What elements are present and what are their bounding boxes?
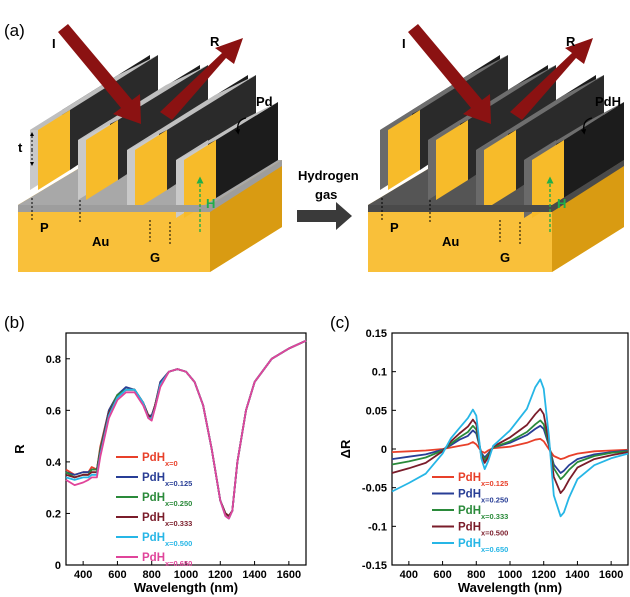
device-after-hydrogen: I R PdH H P Au G — [368, 24, 624, 272]
series-line-3 — [391, 419, 629, 481]
x-tick-label: 1000 — [174, 569, 198, 581]
series-line-5 — [391, 378, 629, 518]
x-tick-label: 400 — [400, 569, 418, 581]
x-tick-label: 800 — [467, 569, 485, 581]
legend-subscript-5: x=0.500 — [165, 539, 192, 548]
legend-subscript-2: x=0.250 — [481, 496, 508, 505]
x-tick-label: 1400 — [242, 569, 266, 581]
hydrogen-text-1: Hydrogen — [298, 168, 359, 183]
reflected-label: R — [210, 34, 220, 49]
x-axis-label: Wavelength (nm) — [458, 580, 562, 595]
series-line-5 — [65, 339, 307, 520]
chart-delta-reflectance: 400 600 800 1000 1200 1400 1600 -0.15 -0.1 -0.05 0… — [338, 328, 629, 595]
fins-pd — [30, 55, 278, 218]
x-axis-label: Wavelength (nm) — [134, 580, 238, 595]
legend-label-1: PdHx=0 — [142, 452, 178, 468]
x-tick-label: 1400 — [565, 569, 589, 581]
y-tick-label: 0.2 — [46, 508, 61, 520]
device-before-hydrogen: I R Pd t H P Au G — [18, 24, 282, 272]
legend-label-4: PdHx=0.333 — [142, 512, 192, 528]
y-tick-label: 0.8 — [46, 354, 61, 366]
reflected-arrow-2 — [510, 38, 593, 120]
legend-subscript-1: x=0.125 — [481, 479, 508, 488]
y-tick-label: 0.6 — [46, 405, 61, 417]
legend-label-2: PdHx=0.125 — [142, 472, 192, 488]
x-tick-label: 1200 — [208, 569, 232, 581]
y-tick-label: 0.4 — [46, 457, 62, 469]
x-tick-label: 1000 — [498, 569, 522, 581]
reflected-label-2: R — [566, 34, 576, 49]
panel-a-label: (a) — [4, 21, 25, 40]
incident-label: I — [52, 36, 56, 51]
legend-label-3: PdHx=0.333 — [458, 505, 508, 521]
fins-pdh — [380, 55, 624, 218]
legend-subscript-6: x=0.650 — [165, 559, 192, 568]
legend-label-5: PdHx=0.650 — [458, 538, 508, 554]
legend-subscript-4: x=0.333 — [165, 519, 192, 528]
legend-label-5: PdHx=0.500 — [142, 532, 192, 548]
plot-frame — [391, 332, 629, 566]
series-line-6 — [65, 339, 307, 520]
panel-c-label: (c) — [330, 313, 350, 332]
reflected-arrow — [160, 38, 243, 120]
x-tick-label: 600 — [108, 569, 126, 581]
x-tick-label: 400 — [74, 569, 92, 581]
gold-label: Au — [92, 234, 109, 249]
x-tick-label: 800 — [143, 569, 161, 581]
y-tick-label: -0.05 — [362, 483, 387, 495]
legend-subscript-3: x=0.333 — [481, 512, 508, 521]
incident-arrow-2 — [408, 24, 491, 124]
series-line-1 — [65, 339, 307, 517]
material-label-pdh: PdH — [595, 94, 621, 109]
hydrogen-text-2: gas — [315, 187, 337, 202]
gold-substrate-side — [210, 160, 282, 272]
series-line-1 — [391, 437, 629, 461]
height-label: H — [206, 196, 215, 211]
period-label: P — [40, 220, 49, 235]
y-tick-label: -0.1 — [368, 521, 387, 533]
legend-subscript-3: x=0.250 — [165, 499, 192, 508]
y-axis-label: ΔR — [338, 439, 353, 458]
legend-label-1: PdHx=0.125 — [458, 472, 508, 488]
y-tick-label: -0.15 — [362, 560, 387, 572]
series-line-4 — [391, 407, 629, 495]
legend-subscript-5: x=0.650 — [481, 545, 508, 554]
series-line-2 — [391, 424, 629, 474]
y-tick-label: 0 — [381, 444, 387, 456]
series-line-3 — [65, 339, 307, 517]
gap-label-2: G — [500, 250, 510, 265]
y-tick-label: 0.1 — [372, 367, 387, 379]
thickness-label: t — [18, 140, 23, 155]
chart-reflectance: 400 600 800 1000 1200 1400 1600 0 0.2 0.4 0.6 0.8 Wa… — [12, 332, 307, 595]
y-tick-label: 0.15 — [366, 328, 387, 340]
process-arrow — [297, 202, 352, 230]
material-label-pd: Pd — [256, 94, 273, 109]
x-tick-label: 1600 — [599, 569, 623, 581]
incident-label-2: I — [402, 36, 406, 51]
legend-subscript-1: x=0 — [165, 459, 178, 468]
series-line-4 — [65, 339, 307, 517]
legend-label-2: PdHx=0.250 — [458, 489, 508, 505]
period-label-2: P — [390, 220, 399, 235]
series-line-2 — [65, 339, 307, 517]
panel-b-label: (b) — [4, 313, 25, 332]
height-label-2: H — [557, 196, 566, 211]
incident-arrow — [58, 24, 141, 124]
legend-subscript-4: x=0.500 — [481, 529, 508, 538]
legend-subscript-2: x=0.125 — [165, 479, 192, 488]
legend-label-4: PdHx=0.500 — [458, 522, 508, 538]
y-tick-label: 0 — [55, 560, 61, 572]
x-tick-label: 1600 — [277, 569, 301, 581]
x-tick-label: 1200 — [531, 569, 555, 581]
x-tick-label: 600 — [433, 569, 451, 581]
gold-label-2: Au — [442, 234, 459, 249]
gap-label: G — [150, 250, 160, 265]
legend-label-3: PdHx=0.250 — [142, 492, 192, 508]
y-axis-label: R — [12, 444, 27, 454]
y-tick-label: 0.05 — [366, 405, 387, 417]
